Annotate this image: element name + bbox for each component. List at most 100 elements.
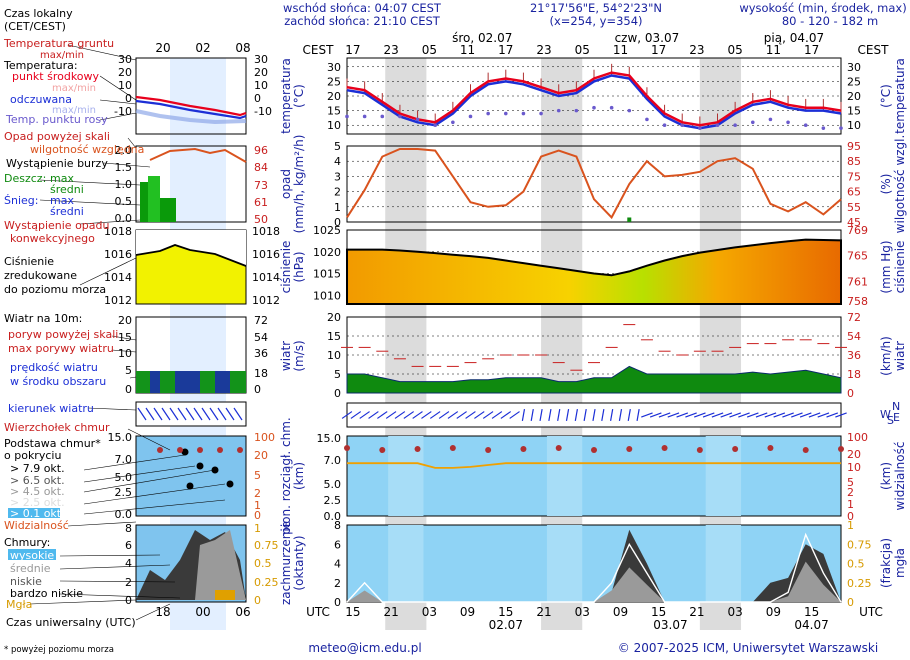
mini-press-tick-r: 1012 — [252, 294, 280, 307]
dew-point — [451, 120, 455, 125]
mini-wind-tick: 15 — [118, 331, 132, 344]
cloud-top-dot — [485, 447, 492, 453]
cover-panel-bg — [346, 524, 842, 603]
mini-temp-frame — [135, 57, 247, 135]
temp-panel-ytick: 20 — [327, 90, 341, 103]
mini-fog-tick: 0.75 — [254, 539, 279, 552]
temp-panel-ytick: 30 — [327, 61, 341, 74]
dew-point — [468, 114, 473, 119]
pressure-panel-ytick: 1015 — [313, 268, 341, 281]
wind-panel-ytick: 5 — [334, 368, 341, 381]
legend-snow: Śnieg: — [4, 194, 38, 207]
mini-cloud-dot — [181, 448, 189, 456]
utc-tick: 09 — [766, 605, 781, 619]
temp-y2tick: 25 — [847, 75, 861, 88]
pressure-panel-y2tick: 765 — [847, 250, 868, 263]
mini-bottom-tick: 00 — [195, 605, 210, 619]
mini-bottom-tick: 06 — [235, 605, 250, 619]
legend-clouds: Chmury: — [4, 536, 50, 549]
mini-fog-tick: 0.25 — [254, 576, 279, 589]
cest-tick: 17 — [345, 43, 360, 57]
hum-right-unit: (%) — [879, 174, 893, 195]
wind-panel-y2tick: 0 — [847, 387, 854, 400]
cover-ytick: 6 — [334, 538, 341, 551]
mini-vis-tick: 100 — [254, 431, 275, 444]
legend-local-time: Czas lokalny — [4, 7, 73, 20]
wind-arrow — [368, 411, 379, 419]
mini-cloud-tick: 7.0 — [115, 453, 133, 466]
wind-arrow — [592, 408, 596, 422]
wind-arrow — [826, 412, 839, 418]
precip-panel-ytick: 2 — [334, 186, 341, 199]
footer-email[interactable]: meteo@icm.edu.pl — [308, 641, 421, 655]
utc-tick: 21 — [689, 605, 704, 619]
legend-okt-4: > 2.5 okt. — [10, 496, 65, 509]
day-label-bottom: 03.07 — [653, 618, 687, 632]
wind-panel-ytick: 10 — [327, 349, 341, 362]
dew-point — [786, 120, 790, 125]
temp-y2tick: 10 — [847, 119, 861, 132]
utc-tick: 15 — [498, 605, 513, 619]
mini-temp-tick: -10 — [114, 105, 132, 118]
mini-vis-tick: 0 — [254, 509, 261, 522]
pressure-panel-ytick: 1025 — [313, 224, 341, 237]
mini-cloud-tick: 5.0 — [115, 471, 133, 484]
legend-soil-temp-2: max/min — [40, 50, 84, 61]
legend: Czas lokalny (CET/CEST) Temperatura grun… — [3, 7, 144, 655]
precip-panel-ytick: 1 — [334, 201, 341, 214]
cest-tick: 05 — [575, 43, 590, 57]
cest-tick: 05 — [728, 43, 743, 57]
precip-panel-y2tick: 55 — [847, 201, 861, 214]
legend-leader — [111, 349, 137, 353]
wind-arrow — [627, 408, 631, 422]
fog-ytick: 1 — [847, 519, 854, 532]
footer-copyright: © 2007-2025 ICM, Uniwersytet Warszawski — [618, 641, 878, 655]
wind-arrow — [720, 412, 733, 418]
dew-point — [715, 123, 720, 128]
mini-wind-tick: 20 — [118, 314, 132, 327]
cloud-ytick: 7.0 — [324, 454, 342, 467]
cloud-top-dot — [555, 445, 562, 451]
mini-cover-tick: 8 — [125, 522, 132, 535]
legend-visibility: Widzialność — [4, 519, 69, 532]
temp-panel-ytick: 25 — [327, 75, 341, 88]
mini-cover-tick: 6 — [125, 539, 132, 552]
cest-tick: 17 — [498, 43, 513, 57]
mini-cover-tick: 2 — [125, 576, 132, 589]
legend-leader — [67, 521, 137, 527]
dew-point — [662, 123, 667, 128]
pressure-panel-y2tick: 769 — [847, 224, 868, 237]
mini-press-tick: 1016 — [104, 248, 132, 261]
mini-press-line — [135, 244, 247, 267]
mini-wind-arrow — [153, 407, 163, 421]
utc-tick: 15 — [804, 605, 819, 619]
mini-vis-tick: 20 — [254, 449, 268, 462]
legend-gust-above: poryw powyżej skali — [8, 328, 118, 341]
wind-arrow — [755, 412, 768, 418]
cest-tick: 05 — [422, 43, 437, 57]
cloud-left-label: pion. rozciągł. chm. — [279, 417, 293, 535]
wind-arrow — [711, 412, 724, 418]
legend-wind: Wiatr na 10m: — [4, 312, 82, 325]
mini-wind-base — [136, 371, 246, 393]
humidity-line — [346, 148, 842, 220]
cover-night — [388, 525, 424, 602]
legend-leader — [29, 599, 137, 605]
utc-tick: 21 — [383, 605, 398, 619]
utc-label-left: UTC — [306, 605, 330, 619]
utc-tick: 15 — [345, 605, 360, 619]
coords-text: 21°17'56"E, 54°2'23"N — [530, 1, 662, 15]
mini-mid-area — [195, 530, 246, 600]
wind-arrow — [618, 408, 623, 422]
mini-top-tick: 02 — [195, 41, 210, 55]
temp-right-unit: (°C) — [879, 84, 893, 108]
wind-arrow — [835, 412, 847, 418]
precip-left-label: opad — [279, 169, 293, 199]
temp-right-label: temperatura — [893, 58, 907, 134]
wind-arrow — [359, 411, 370, 419]
cover-ytick: 8 — [334, 519, 341, 532]
wind-arrow — [557, 408, 561, 422]
mini-fog-tick: 0.5 — [254, 557, 272, 570]
legend-leader — [39, 199, 141, 206]
